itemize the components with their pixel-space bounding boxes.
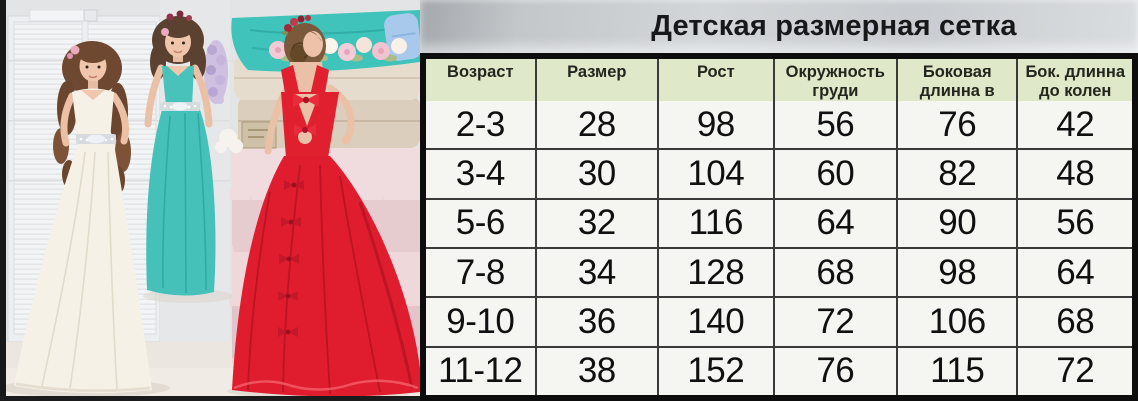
lilac-flowers: [204, 40, 243, 153]
cell-height: 140: [659, 298, 773, 346]
cell-height: 128: [659, 248, 773, 297]
cell-side-length-floor: 98: [898, 248, 1017, 297]
cell-age: 9-10: [426, 298, 535, 346]
cell-side-length-knee: 56: [1018, 199, 1132, 247]
cell-size: 38: [536, 347, 658, 395]
photo-scene: [0, 0, 420, 401]
cell-chest: 64: [774, 199, 896, 247]
cell-chest: 60: [774, 150, 896, 198]
table-row: 7-8 34 128 68 98 64: [426, 248, 1132, 297]
page-title: Детская размерная сетка: [651, 10, 1017, 42]
girl-ivory-dress: [14, 41, 152, 394]
title-band: Детская размерная сетка: [420, 0, 1138, 53]
cell-side-length-floor: 90: [898, 199, 1017, 247]
cell-age: 3-4: [426, 150, 535, 198]
cell-height: 116: [659, 199, 773, 247]
girl-red-dress: [232, 15, 420, 397]
cell-age: 11-12: [426, 347, 535, 395]
cell-chest: 56: [774, 101, 896, 149]
cell-side-length-knee: 64: [1018, 248, 1132, 297]
cell-chest: 72: [774, 298, 896, 346]
cell-side-length-knee: 72: [1018, 347, 1132, 395]
cell-height: 152: [659, 347, 773, 395]
cell-chest: 76: [774, 347, 896, 395]
photo-three-girls: [0, 0, 420, 401]
size-table: Возраст Размер Рост Окружность груди Бок…: [420, 53, 1138, 401]
table-row: 5-6 32 116 64 90 56: [426, 199, 1132, 247]
cell-size: 28: [536, 101, 658, 149]
cell-age: 2-3: [426, 101, 535, 149]
table-row: 9-10 36 140 72 106 68: [426, 298, 1132, 346]
size-chart-panel: Детская размерная сетка Возраст Размер Р…: [420, 0, 1138, 401]
cell-size: 34: [536, 248, 658, 297]
table-row: 3-4 30 104 60 82 48: [426, 150, 1132, 198]
photo-edges: [0, 0, 420, 401]
cell-side-length-knee: 48: [1018, 150, 1132, 198]
table-row: 2-3 28 98 56 76 42: [426, 101, 1132, 149]
cell-chest: 68: [774, 248, 896, 297]
girl-turquoise-dress: [144, 10, 216, 296]
cell-height: 104: [659, 150, 773, 198]
cell-side-length-knee: 42: [1018, 101, 1132, 149]
cell-side-length-floor: 76: [898, 101, 1017, 149]
cell-age: 5-6: [426, 199, 535, 247]
cell-age: 7-8: [426, 248, 535, 297]
cell-side-length-floor: 82: [898, 150, 1017, 198]
table-header-row: Возраст Размер Рост Окружность груди Бок…: [426, 59, 1132, 120]
cell-size: 36: [536, 298, 658, 346]
cell-side-length-floor: 115: [898, 347, 1017, 395]
cell-size: 30: [536, 150, 658, 198]
table-row: 11-12 38 152 76 115 72: [426, 347, 1132, 395]
cell-height: 98: [659, 101, 773, 149]
cell-size: 32: [536, 199, 658, 247]
cell-side-length-floor: 106: [898, 298, 1017, 346]
overlay-bar: [29, 9, 98, 22]
cell-side-length-knee: 68: [1018, 298, 1132, 346]
